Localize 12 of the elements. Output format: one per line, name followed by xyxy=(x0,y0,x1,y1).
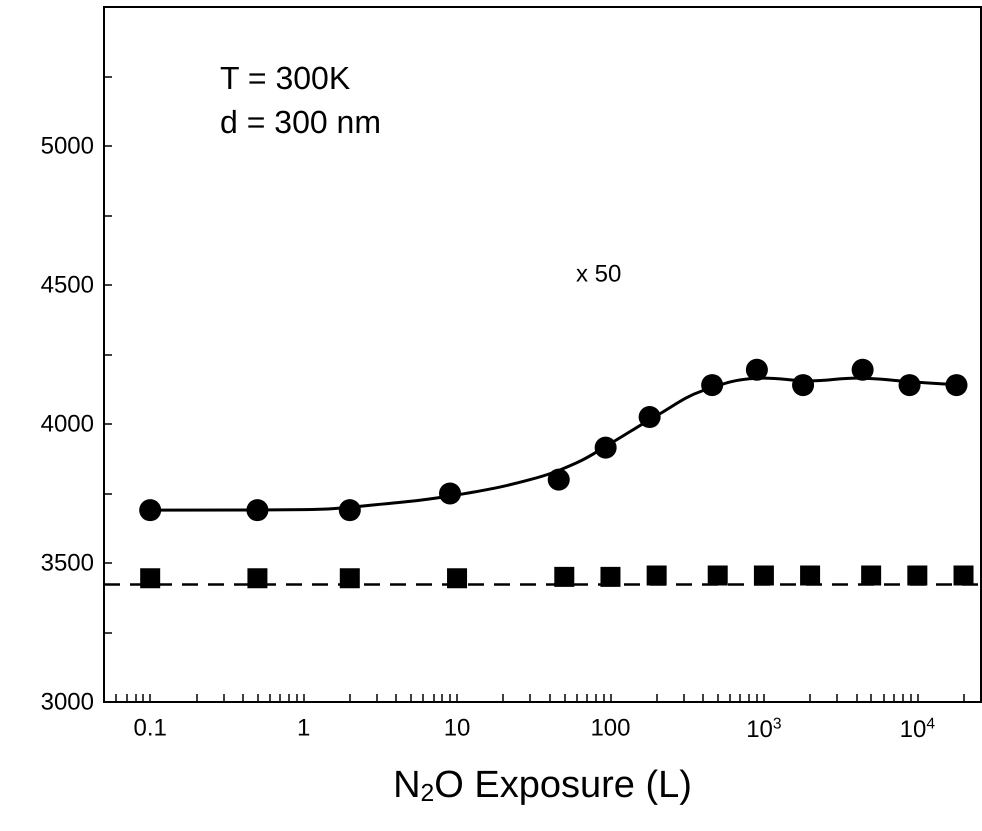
x-tick-label: 1 xyxy=(296,714,310,742)
annotation: x 50 xyxy=(576,260,622,288)
y-tick-label: 4000 xyxy=(40,410,94,438)
y-tick-label: 3000 xyxy=(40,688,94,716)
y-tick-label: 4500 xyxy=(40,272,94,298)
x-tick-label: 10 xyxy=(444,714,470,742)
y-tick-label: 3500 xyxy=(40,550,94,576)
annotation: T = 300K xyxy=(220,60,350,96)
annotation: d = 300 nm xyxy=(220,104,381,140)
y-tick-label: 5000 xyxy=(40,132,94,160)
x-tick-label: 0.1 xyxy=(134,714,167,742)
x-tick-label: 100 xyxy=(590,714,630,742)
